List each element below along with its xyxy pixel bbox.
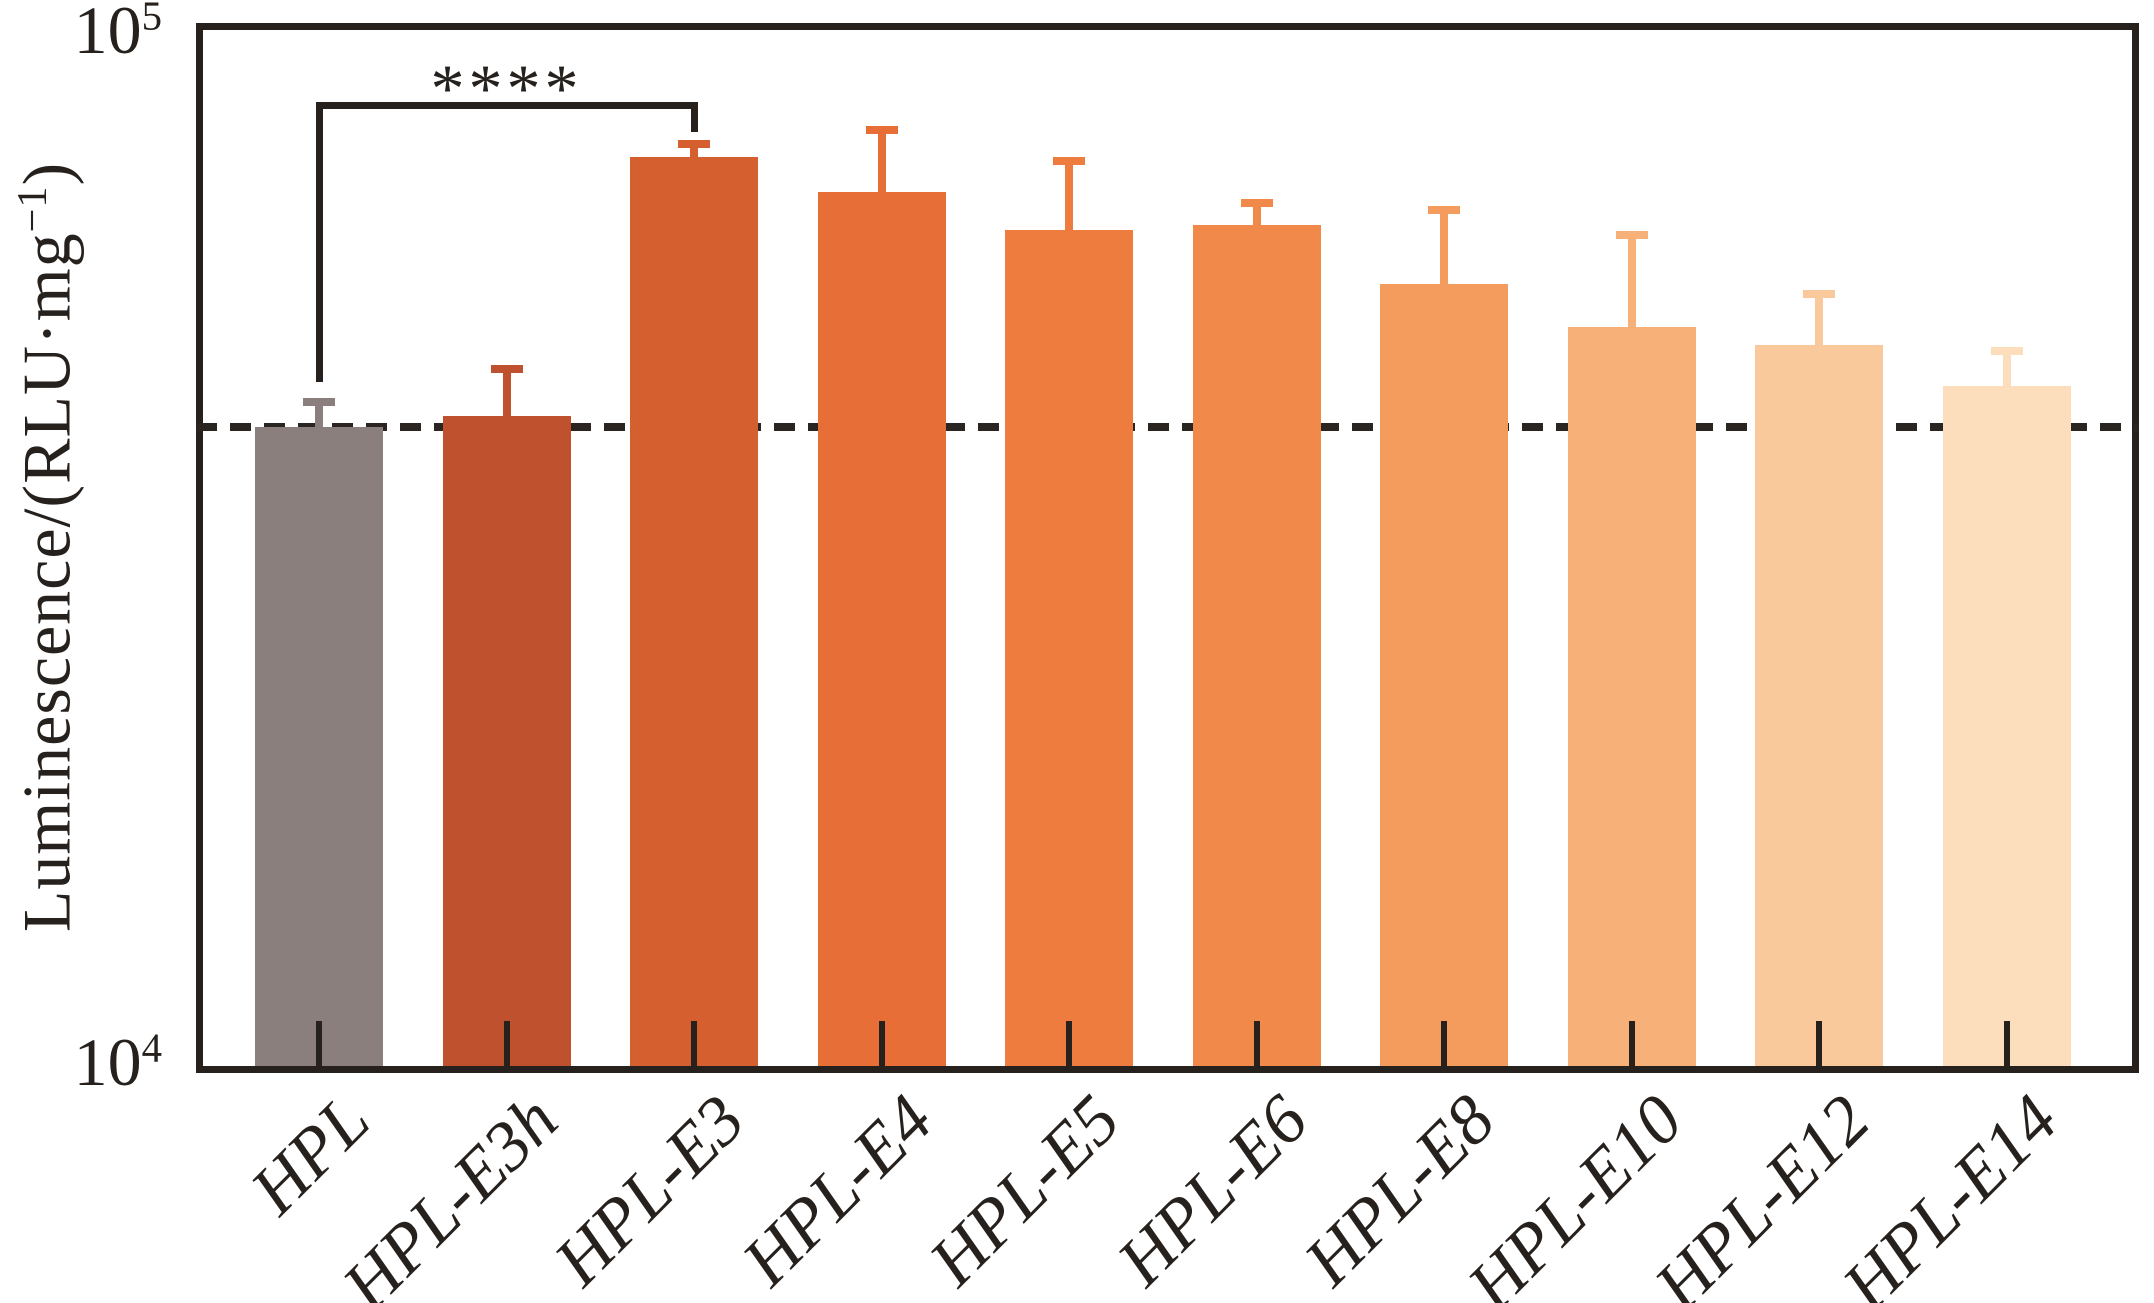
y-axis-title-superscript: −1 [8,185,56,233]
bar-HPL-E3 [630,157,758,1066]
error-bar-cap-HPL-E5 [1053,156,1085,165]
bar-HPL-E3h [442,415,571,1066]
x-tick-HPL [316,1021,322,1066]
y-axis-title-text: Luminescence/(RLU·mg [8,232,85,933]
significance-bracket-bar [315,102,698,109]
x-tick-HPL-E3 [691,1021,697,1066]
error-bar-cap-HPL-E3 [678,140,710,149]
x-tick-label-HPL-E3h: HPL-E3h [327,1081,573,1303]
x-tick-HPL-E4 [878,1021,885,1066]
x-tick-HPL-E5 [1066,1021,1072,1066]
bar-HPL [255,426,383,1066]
error-bar-stem-HPL-E10 [1627,234,1636,328]
error-bar-cap-HPL-E10 [1615,230,1648,239]
y-tick-base: 10 [73,1024,142,1100]
bar-HPL-E12 [1755,345,1883,1066]
y-tick-base: 10 [73,0,142,68]
y-tick-exponent: 4 [141,1025,162,1071]
error-bar-cap-HPL-E8 [1428,205,1460,214]
bar-HPL-E14 [1942,385,2071,1066]
bar-HPL-E4 [817,191,946,1066]
error-bar-cap-HPL-E12 [1803,290,1835,299]
x-tick-HPL-E12 [1816,1021,1822,1066]
error-bar-cap-HPL-E4 [865,126,898,135]
error-bar-stem-HPL-E8 [1440,209,1448,284]
baseline-dashed-line [196,422,2139,431]
error-bar-cap-HPL-E3h [490,364,523,373]
x-tick-HPL-E14 [2003,1021,2010,1066]
bar-HPL-E10 [1567,327,1696,1066]
y-tick-label-1e5: 105 [30,0,162,64]
x-tick-label-HPL: HPL [236,1081,385,1230]
x-tick-label-HPL-E6: HPL-E6 [1102,1081,1323,1301]
x-tick-label-HPL-E5: HPL-E5 [915,1081,1135,1301]
bar-HPL-E5 [1005,229,1133,1066]
plot-inner: **** [196,30,2139,1066]
bar-HPL-E8 [1380,283,1508,1066]
error-bar-stem-HPL-E3 [690,144,698,158]
error-bar-stem-HPL [315,401,323,427]
x-tick-label-HPL-E3: HPL-E3 [540,1081,760,1301]
x-tick-label-HPL-E4: HPL-E4 [727,1081,948,1301]
significance-bracket-right-leg [690,102,698,133]
plot-area: **** [196,23,2139,1073]
error-bar-cap-HPL [303,397,335,406]
bar-HPL-E6 [1192,224,1321,1066]
x-tick-label-HPL-E14: HPL-E14 [1827,1081,2073,1303]
y-tick-label-1e4: 104 [30,1025,162,1096]
y-axis-title-suffix: ) [8,161,85,186]
error-bar-stem-HPL-E14 [2002,350,2011,386]
error-bar-stem-HPL-E6 [1252,202,1261,225]
error-bar-cap-HPL-E6 [1240,198,1273,207]
x-tick-HPL-E8 [1441,1021,1447,1066]
x-tick-label-HPL-E8: HPL-E8 [1290,1081,1510,1301]
significance-bracket-left-leg [315,102,323,382]
y-tick-exponent: 5 [141,0,162,39]
error-bar-stem-HPL-E3h [502,368,511,416]
error-bar-stem-HPL-E4 [877,130,886,192]
x-tick-label-HPL-E12: HPL-E12 [1640,1081,1885,1303]
x-tick-label-HPL-E10: HPL-E10 [1452,1081,1698,1303]
error-bar-stem-HPL-E5 [1065,160,1073,230]
y-axis-title: Luminescence/(RLU·mg−1) [8,162,87,932]
x-tick-HPL-E10 [1628,1021,1635,1066]
significance-asterisks: **** [430,50,583,126]
error-bar-cap-HPL-E14 [1990,346,2023,355]
x-tick-HPL-E6 [1253,1021,1260,1066]
x-tick-HPL-E3h [503,1021,510,1066]
error-bar-stem-HPL-E12 [1815,294,1823,346]
